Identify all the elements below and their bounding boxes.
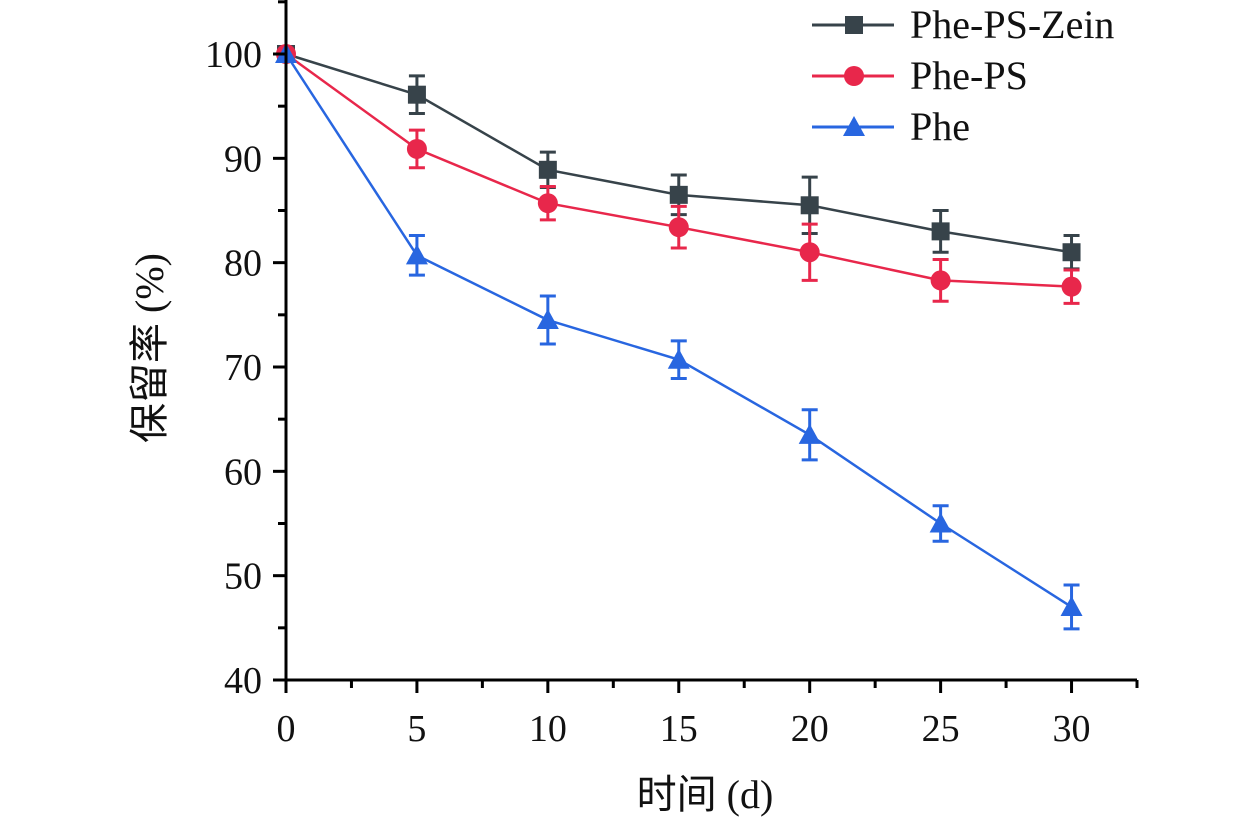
data-point (407, 85, 426, 104)
data-point (798, 423, 821, 444)
data-point (929, 512, 952, 533)
y-tick-label: 70 (224, 347, 262, 389)
legend-item: Phe (812, 104, 970, 149)
data-point (405, 244, 428, 265)
x-axis-title: 时间 (d) (637, 772, 774, 817)
x-tick-label: 20 (791, 708, 829, 750)
x-tick-label: 30 (1053, 708, 1091, 750)
data-point (1062, 243, 1081, 262)
legend-label: Phe-PS-Zein (910, 2, 1114, 47)
x-tick-label: 0 (277, 708, 296, 750)
data-point (1061, 276, 1082, 297)
y-tick-label: 40 (224, 660, 262, 702)
x-tick-label: 10 (529, 708, 567, 750)
data-point (538, 160, 557, 179)
y-tick-label: 100 (205, 34, 262, 76)
legend-item: Phe-PS (812, 53, 1028, 98)
legend-label: Phe-PS (910, 53, 1028, 98)
legend-marker (845, 16, 863, 34)
plot-marks (275, 43, 1083, 631)
data-point (667, 348, 690, 369)
data-point (537, 193, 558, 214)
legend-item: Phe-PS-Zein (812, 2, 1114, 47)
series-phe (275, 43, 1083, 631)
data-point (799, 242, 820, 263)
data-point (669, 185, 688, 204)
data-point (800, 196, 819, 215)
y-tick-label: 90 (224, 138, 262, 180)
legend: Phe-PS-Zein Phe-PS Phe (812, 2, 1114, 149)
legend-marker (844, 66, 864, 86)
x-tick-label: 25 (922, 708, 960, 750)
x-tick-label: 15 (660, 708, 698, 750)
y-axis-title: 保留率 (%) (127, 253, 172, 443)
axes: 0 5 10 15 20 25 30 40 50 60 70 80 90 100 (205, 0, 1139, 750)
data-point (931, 222, 950, 241)
legend-marker (843, 116, 865, 136)
data-point (930, 270, 951, 291)
data-point (536, 309, 559, 330)
x-tick-label: 5 (407, 708, 426, 750)
data-point (406, 138, 427, 159)
data-point (668, 217, 689, 238)
legend-label: Phe (910, 104, 970, 149)
series-phe-ps (276, 44, 1082, 305)
data-point (1060, 595, 1083, 616)
y-tick-label: 80 (224, 243, 262, 285)
y-tick-label: 50 (224, 556, 262, 598)
y-tick-label: 60 (224, 451, 262, 493)
